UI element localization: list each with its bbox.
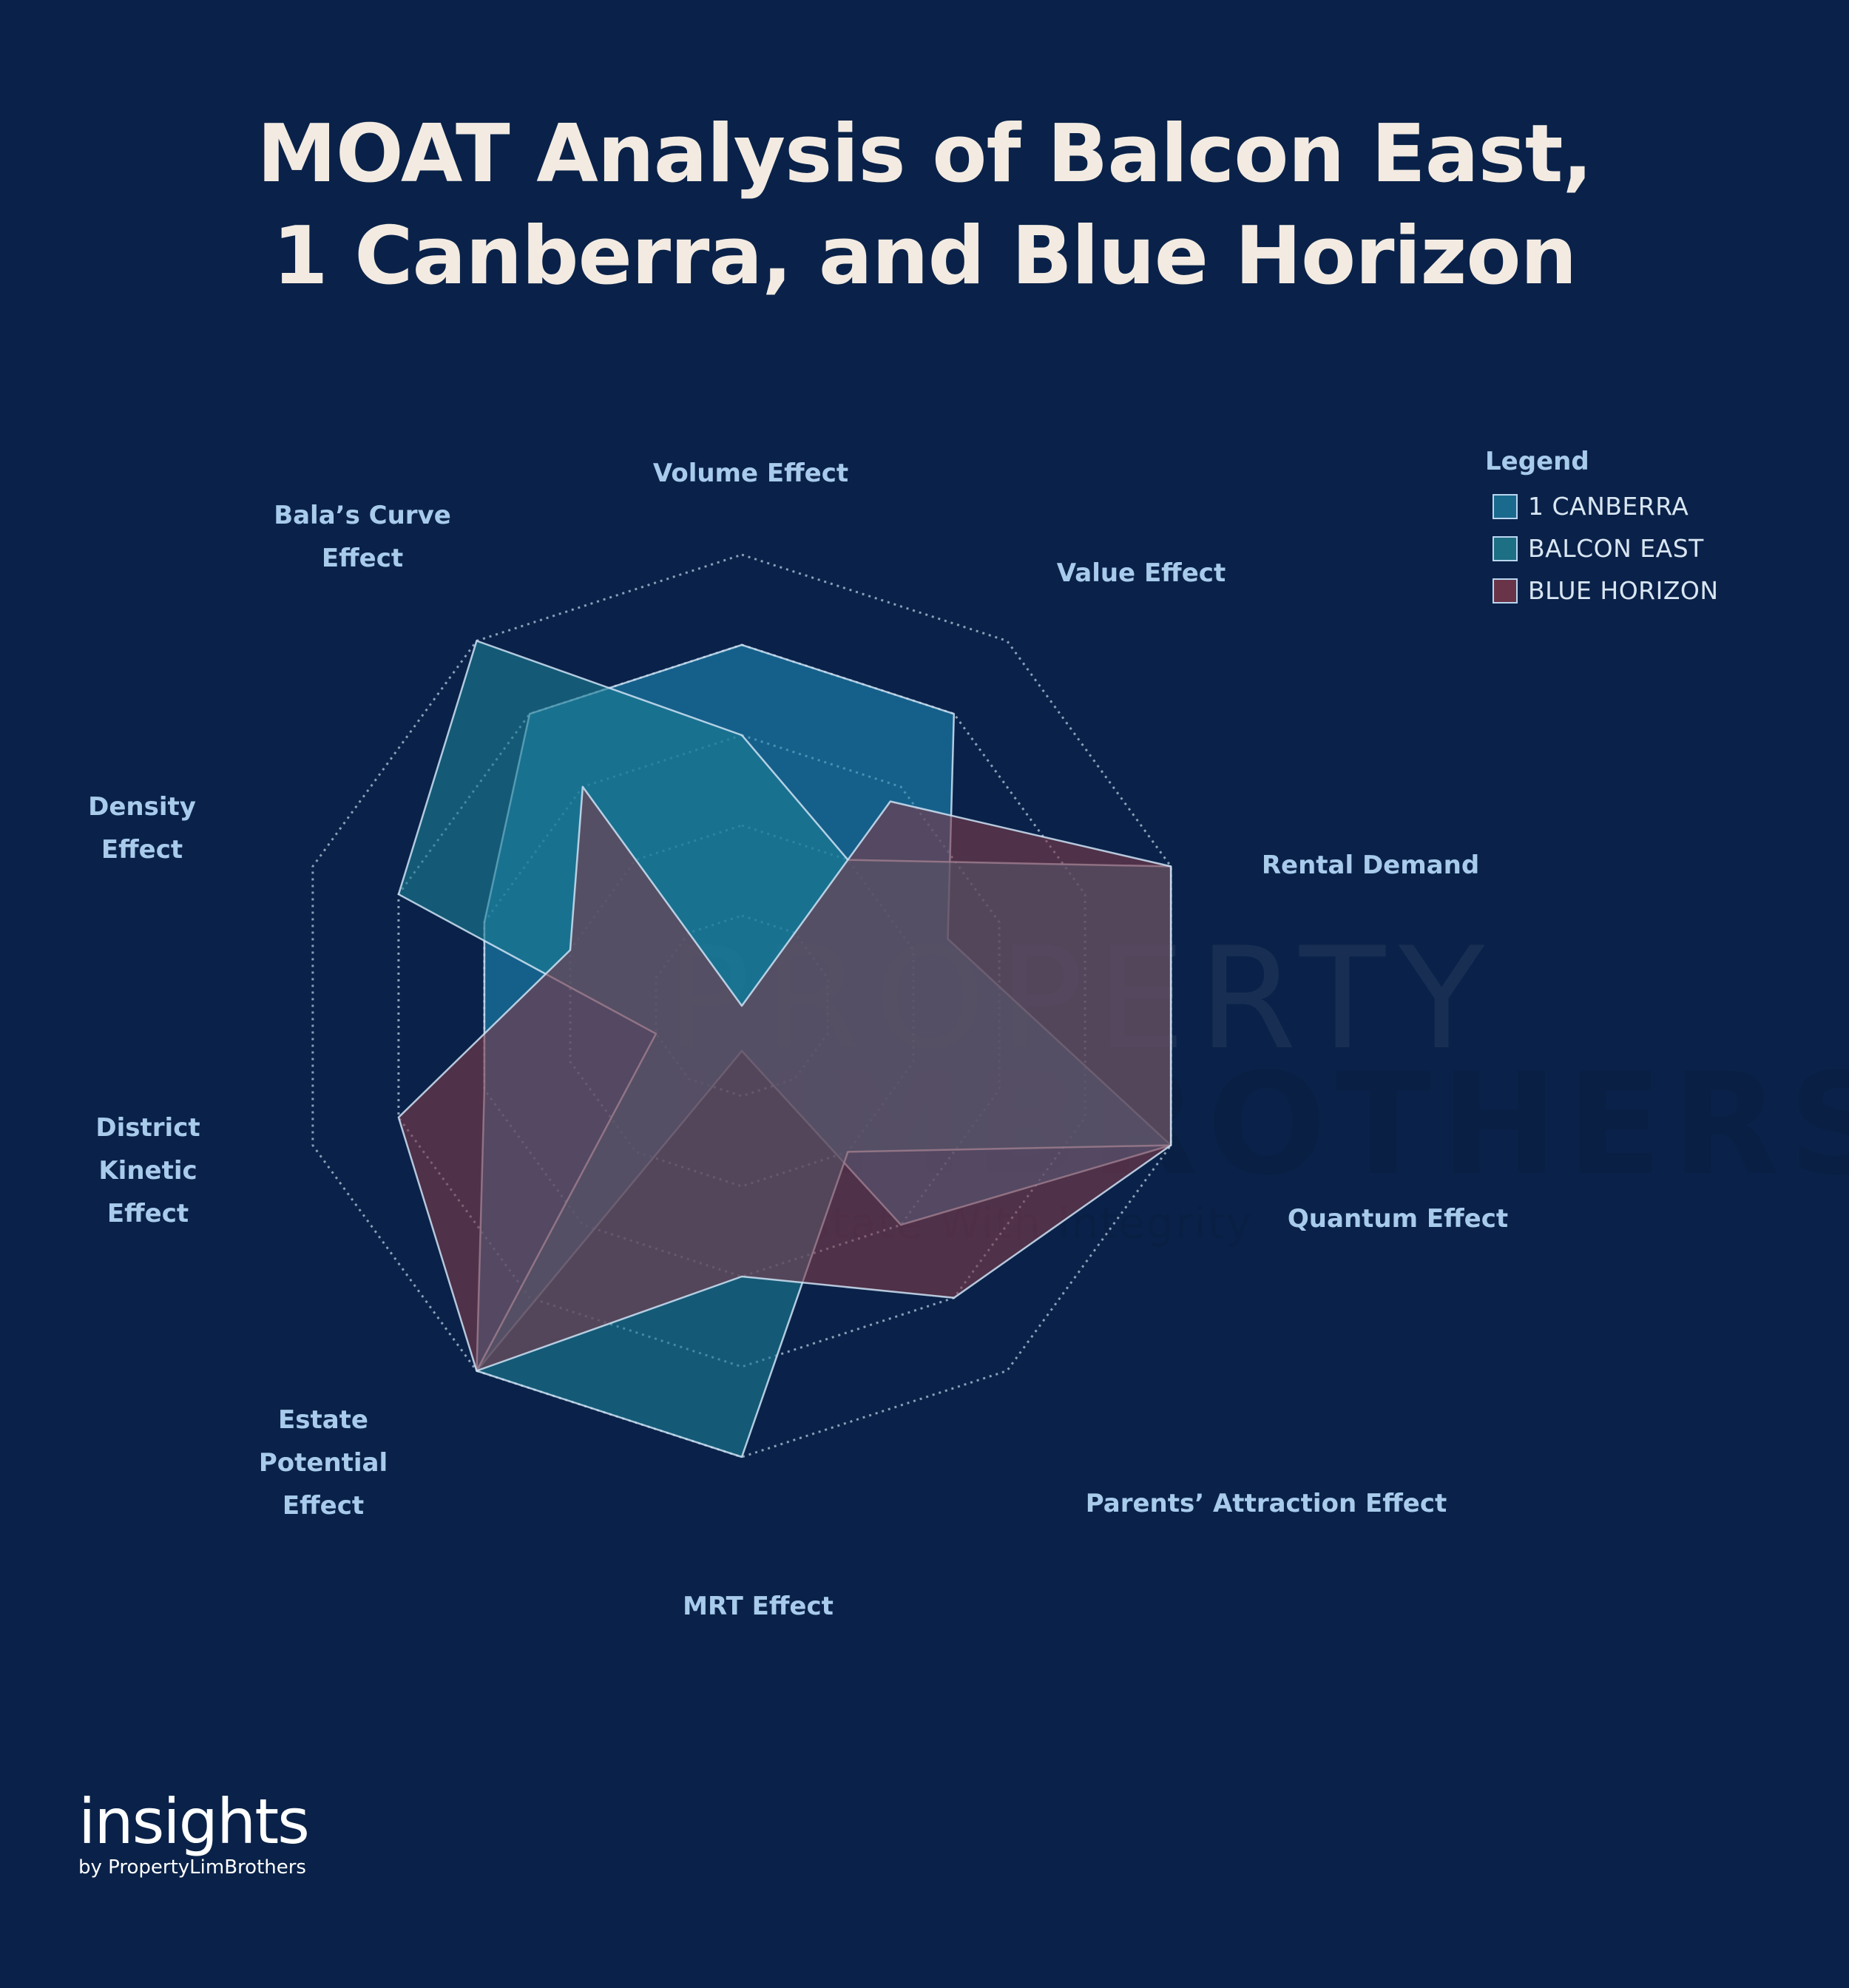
brand-subtitle: by PropertyLimBrothers [78, 1856, 306, 1879]
axis-label-line: Potential [258, 1448, 388, 1478]
legend-item-balcon-east[interactable]: BALCON EAST [1485, 527, 1719, 569]
axis-label-line: Estate [278, 1405, 368, 1435]
legend-label-balcon-east: BALCON EAST [1528, 534, 1704, 563]
axis-label-line: Rental Demand [1261, 851, 1480, 880]
legend-swatch-balcon-east [1493, 535, 1518, 561]
grid-ring-5 [311, 553, 1172, 1458]
axis-label-line: MRT Effect [683, 1592, 834, 1621]
axis-label-line: Parents’ Attraction Effect [1085, 1489, 1447, 1518]
legend-title: Legend [1485, 447, 1589, 476]
axis-label-line: Volume Effect [652, 459, 849, 488]
legend-label-1-canberra: 1 CANBERRA [1528, 492, 1689, 521]
axis-label-value-effect: Value Effect [1057, 552, 1226, 595]
legend: Legend 1 CANBERRA BALCON EAST BLUE HORIZ… [1485, 447, 1719, 612]
axis-label-line: Kinetic [98, 1156, 197, 1186]
legend-label-blue-horizon: BLUE HORIZON [1528, 576, 1719, 605]
brand-name: insights [78, 1785, 310, 1858]
legend-swatch-1-canberra [1493, 493, 1518, 519]
axis-label-line: Density [88, 792, 196, 822]
axis-label-line: Effect [321, 544, 404, 573]
axis-label-mrt-effect: MRT Effect [683, 1585, 834, 1628]
axis-label-density-effect: Density Effect [88, 785, 196, 871]
axis-label-line: District [95, 1113, 200, 1143]
legend-swatch-blue-horizon [1493, 578, 1518, 604]
legend-item-blue-horizon[interactable]: BLUE HORIZON [1485, 569, 1719, 612]
axis-label-line: Value Effect [1056, 558, 1226, 588]
axis-label-rental-demand: Rental Demand [1262, 844, 1479, 887]
chart-title-line-2: 1 Canberra, and Blue Horizon [272, 210, 1578, 302]
axis-label-parents-attraction-effect: Parents’ Attraction Effect [1086, 1482, 1447, 1525]
axis-label-quantum-effect: Quantum Effect [1288, 1197, 1508, 1240]
axis-label-line: Effect [282, 1491, 365, 1521]
axis-label-line: Effect [101, 835, 183, 865]
axis-label-line: Effect [107, 1199, 189, 1228]
brand-logo: insights by PropertyLimBrothers [78, 1785, 310, 1879]
axis-label-district-kinetic-effect: District Kinetic Effect [95, 1106, 200, 1235]
chart-title: MOAT Analysis of Balcon East, 1 Canberra… [0, 104, 1849, 308]
chart-title-line-1: MOAT Analysis of Balcon East, [257, 108, 1592, 200]
axis-label-estate-potential-effect: Estate Potential Effect [259, 1399, 388, 1527]
series-area-blue-horizon[interactable] [397, 785, 1172, 1372]
radar-series [397, 640, 1172, 1458]
axis-label-volume-effect: Volume Effect [653, 452, 848, 495]
axis-label-line: Bala’s Curve [274, 501, 451, 530]
axis-label-line: Quantum Effect [1287, 1204, 1509, 1234]
axis-label-bala-s-curve-effect: Bala’s Curve Effect [274, 494, 451, 580]
legend-item-1-canberra[interactable]: 1 CANBERRA [1485, 485, 1719, 527]
